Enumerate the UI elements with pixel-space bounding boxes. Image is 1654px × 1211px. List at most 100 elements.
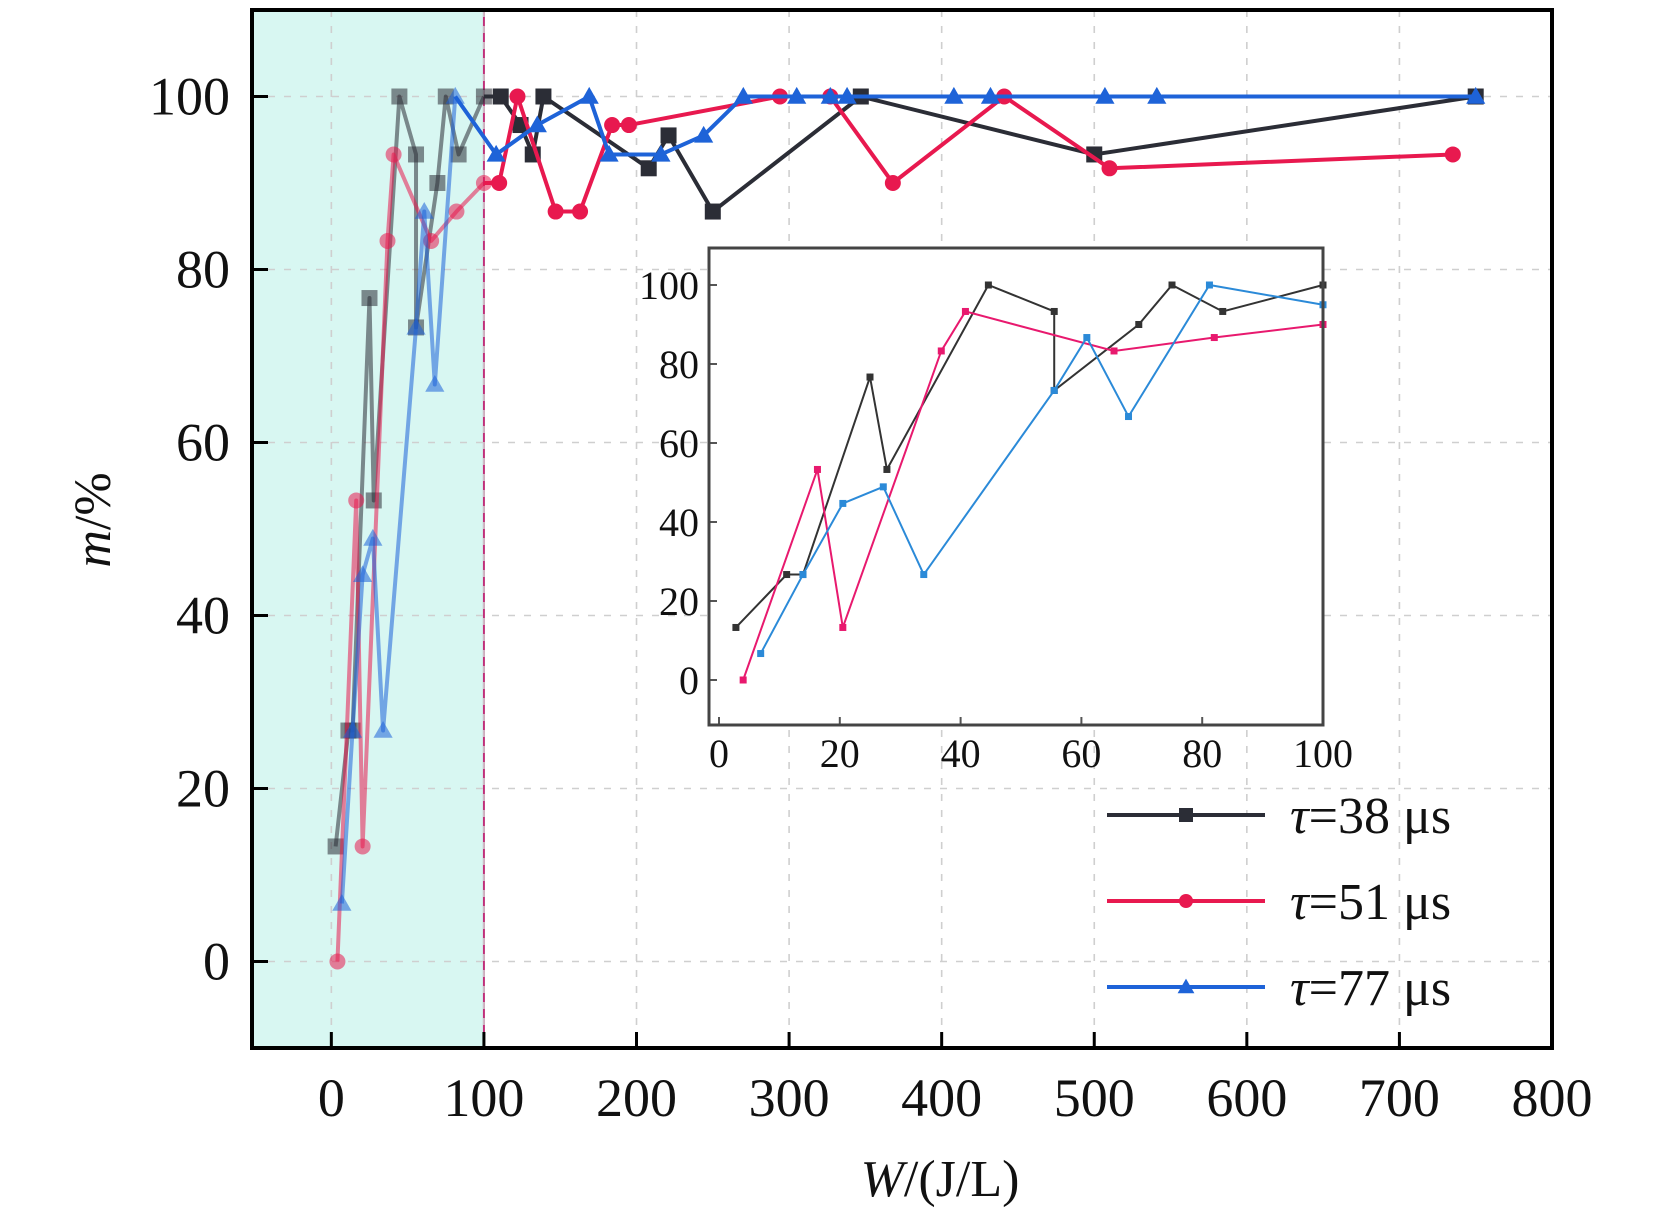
data-point [535,88,552,105]
data-point [509,88,526,105]
inset-xtick-label: 80 [1182,731,1222,776]
data-point [1444,146,1461,163]
data-point-wrap [361,290,378,307]
data-point-wrap [1444,146,1461,163]
data-point-wrap [491,175,508,191]
legend-label-value: =51 μs [1309,874,1451,931]
x-axis-title-unit: /(J/L) [904,1151,1020,1208]
x-axis-title: W/(J/L) [861,1151,1020,1208]
data-point [884,175,901,191]
inset-data-point [1168,281,1176,289]
y-tick-label: 100 [149,67,230,127]
x-tick-label: 700 [1359,1068,1440,1128]
inset-data-point [920,571,928,579]
inset-data-point [839,499,847,507]
data-point [1147,86,1167,104]
inset-xtick-label: 40 [941,731,981,776]
inset-xtick-label: 100 [1293,731,1353,776]
data-point [354,838,371,855]
data-point [445,86,465,104]
data-point-wrap [651,144,671,162]
data-point-wrap [1101,160,1118,177]
inset-data-point [883,465,891,473]
data-point-wrap [1147,86,1167,104]
legend-label-symbol: τ [1290,788,1311,845]
series-line-high-w [453,94,1476,157]
data-point [704,203,721,220]
data-point [527,115,547,133]
inset-ytick-label: 40 [659,500,699,545]
data-point [475,175,492,191]
data-point [980,86,1001,104]
legend-label-value: =77 μs [1309,960,1451,1017]
inset-data-point [1210,334,1218,342]
data-point-wrap [527,115,547,133]
legend-label: τ=77 μs [1290,960,1451,1017]
data-point-wrap [547,203,564,220]
inset-data-point [1050,386,1058,394]
inset-data-point [732,623,740,631]
data-point [342,720,363,738]
data-point-wrap [820,86,840,104]
x-tick-label: 500 [1054,1068,1135,1128]
data-point [1095,86,1115,104]
legend-label-symbol: τ [1290,960,1311,1017]
data-point-wrap [572,203,589,220]
data-point [475,88,492,105]
data-point [329,953,346,970]
data-point [944,86,964,104]
data-point-wrap [640,160,657,177]
inset-data-point [757,650,765,658]
inset-data-point [1205,281,1213,289]
inset-data-point [937,347,945,355]
data-point [448,203,465,220]
legend-item-38-s: τ=38 μs [1107,788,1451,845]
data-point-wrap [448,203,465,220]
data-point-wrap [944,86,964,104]
data-point [694,125,714,143]
data-point [353,565,373,583]
data-point-wrap [837,86,857,104]
data-point-wrap [414,201,434,219]
inset-data-point [866,373,874,381]
x-tick-label: 300 [749,1068,830,1128]
x-tick-label: 400 [901,1068,982,1128]
data-point [373,720,393,738]
legend-label: τ=51 μs [1290,874,1451,931]
inset-data-point [879,483,887,491]
x-tick-label: 800 [1512,1068,1593,1128]
data-point-wrap [620,117,637,134]
data-point-wrap [884,175,901,191]
inset-ytick-label: 60 [659,421,699,466]
data-point-wrap [694,125,714,143]
data-point-wrap [704,203,721,220]
inset-data-point [783,571,791,579]
data-point-wrap [385,146,402,163]
data-point-wrap [492,88,509,105]
legend-marker [1179,808,1193,822]
data-point-wrap [445,86,465,104]
data-point [348,492,365,509]
y-tick-label: 80 [176,240,230,300]
data-point [385,146,402,163]
y-tick-label: 0 [203,932,230,992]
data-point [787,86,807,104]
data-point-wrap [329,953,346,970]
inset-ytick-label: 100 [639,263,699,308]
data-point [620,117,637,134]
inset-chart: 0 20 40 60 80 100 0 20 40 60 80 100 [639,246,1353,776]
inset-ytick-label: 0 [679,658,699,703]
data-point [733,86,753,104]
data-point-wrap [980,86,1001,104]
x-tick-label: 200 [596,1068,677,1128]
data-point [599,144,619,162]
data-point-wrap [379,232,396,249]
data-point [579,86,599,104]
data-point [1466,86,1486,104]
data-point [572,203,589,220]
inset-background [709,248,1323,725]
data-point [604,117,621,134]
data-point-wrap [733,86,753,104]
